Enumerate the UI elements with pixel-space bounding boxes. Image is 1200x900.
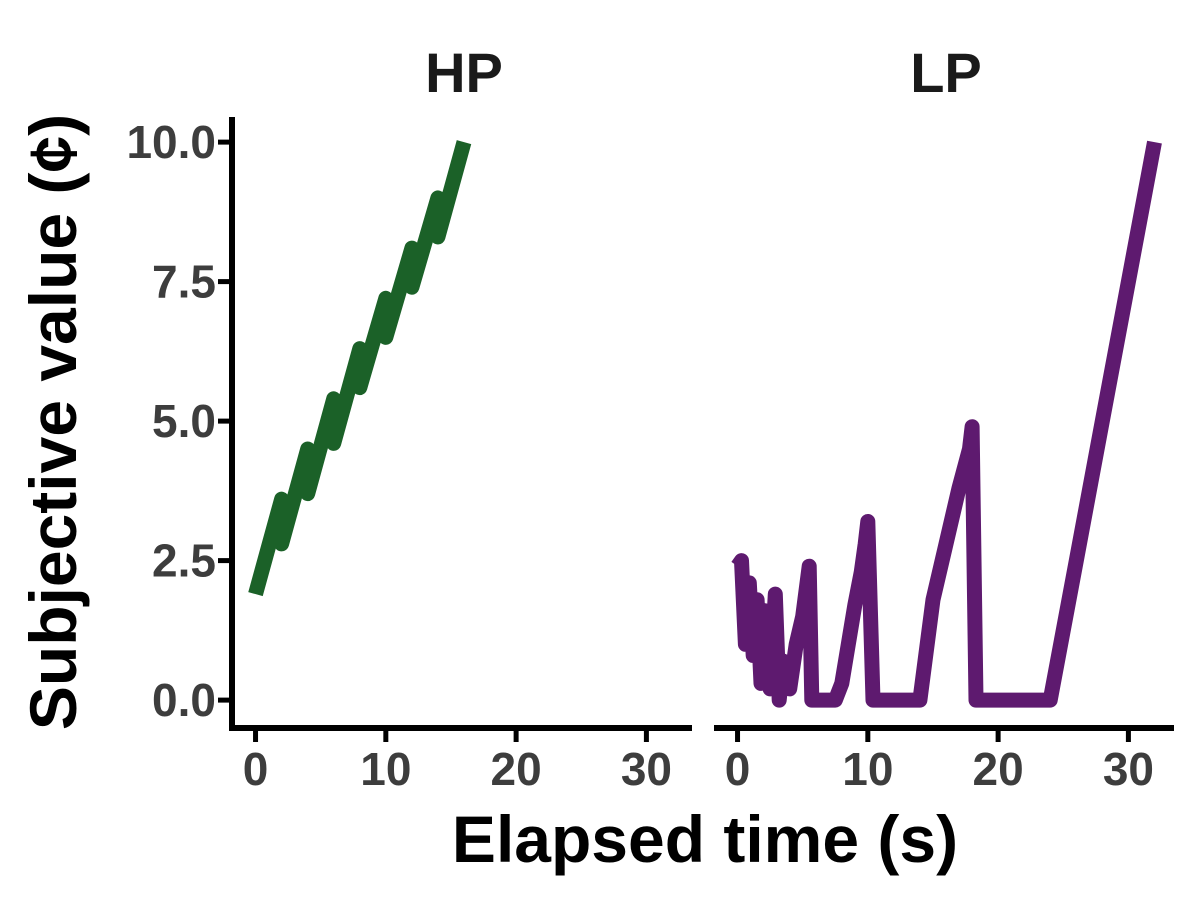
x-tick-label: 30 bbox=[621, 743, 672, 795]
y-tick-label: 0.0 bbox=[152, 674, 216, 726]
x-tick-label: 0 bbox=[243, 743, 269, 795]
x-tick-label: 20 bbox=[973, 743, 1024, 795]
y-tick-label: 10.0 bbox=[126, 116, 216, 168]
y-tick-label: 7.5 bbox=[152, 256, 216, 308]
panel-title: LP bbox=[910, 41, 982, 104]
series-line-hp bbox=[248, 140, 472, 597]
x-tick-label: 30 bbox=[1103, 743, 1154, 795]
x-tick-label: 20 bbox=[491, 743, 542, 795]
y-tick-label: 2.5 bbox=[152, 535, 216, 587]
x-tick-label: 10 bbox=[360, 743, 411, 795]
x-tick-label: 0 bbox=[725, 743, 751, 795]
y-axis-title: Subjective value (¢) bbox=[16, 114, 90, 730]
series-line-lp bbox=[731, 140, 1162, 708]
panel-title: HP bbox=[425, 41, 503, 104]
x-axis-title: Elapsed time (s) bbox=[452, 802, 958, 876]
panel-hp: HP 0 10 20 30 0.0 2.5 5.0 7.5 10.0 bbox=[126, 41, 692, 795]
panels-layer: HP 0 10 20 30 0.0 2.5 5.0 7.5 10.0 LP 0 10 20 30 bbox=[126, 41, 1174, 795]
x-tick-label: 10 bbox=[842, 743, 893, 795]
y-tick-label: 5.0 bbox=[152, 395, 216, 447]
panel-lp: LP 0 10 20 30 bbox=[714, 41, 1174, 795]
